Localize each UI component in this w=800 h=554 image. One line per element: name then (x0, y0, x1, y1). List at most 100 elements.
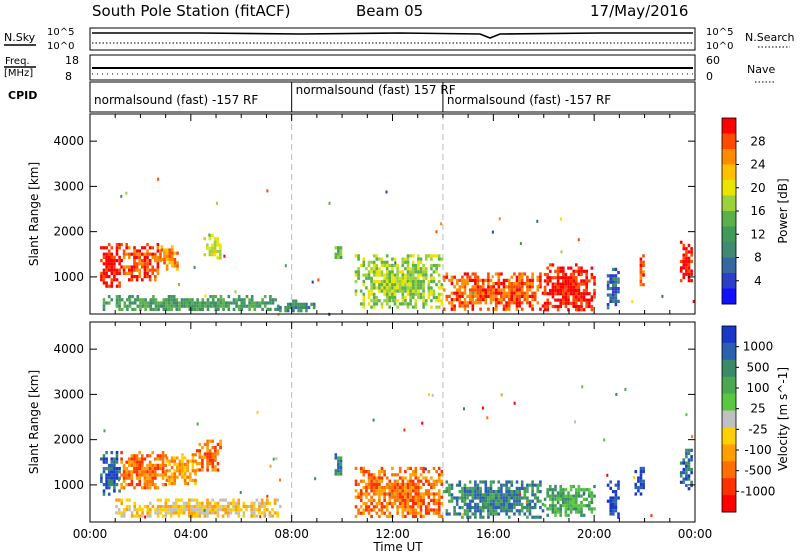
echo-cell (393, 263, 397, 268)
echo-cell (224, 304, 228, 308)
echo-cell (242, 511, 246, 515)
echo-cell (533, 291, 537, 295)
echo-cell (437, 479, 441, 483)
echo-cell (148, 278, 152, 282)
echo-cell (172, 295, 176, 299)
echo-cell (513, 285, 516, 289)
echo-cell (468, 499, 472, 503)
echo-cell (189, 475, 192, 479)
echo-cell (196, 301, 199, 305)
echo-cell (515, 288, 519, 292)
colorbar-swatch (722, 242, 736, 258)
echo-cell (484, 493, 488, 497)
echo-cell (168, 248, 171, 252)
echo-cell (487, 282, 490, 286)
echo-cell (497, 490, 501, 494)
echo-cell (156, 268, 160, 272)
nave-tick-low: 0 (706, 70, 713, 83)
echo-cell (401, 257, 405, 261)
echo-cell (448, 490, 451, 494)
echo-cell (102, 483, 106, 487)
echo-cell (505, 285, 508, 289)
echo-cell (201, 455, 204, 459)
echo-cell (396, 495, 399, 499)
echo-cell (505, 291, 508, 295)
echo-cell (213, 243, 217, 247)
echo-cell (567, 494, 570, 498)
echo-cell (193, 508, 196, 512)
echo-cell (113, 486, 116, 490)
echo-cell (182, 504, 186, 509)
echo-cell (146, 483, 149, 487)
echo-cell (404, 505, 407, 509)
echo-cell (258, 301, 262, 305)
echo-cell (559, 266, 562, 270)
echo-cell (474, 506, 477, 510)
echo-cell (378, 495, 381, 499)
echo-cell (105, 262, 108, 266)
echo-cell (135, 265, 139, 269)
echo-cell (162, 307, 166, 311)
echo-cell (409, 479, 412, 483)
echo-cell (354, 479, 358, 483)
echo-cell (245, 508, 248, 512)
echo-cell (531, 307, 534, 311)
echo-cell (385, 486, 389, 490)
colorbar-tick-label: 500 (747, 360, 770, 374)
echo-cell (614, 490, 618, 494)
echo-point (691, 435, 694, 439)
echo-cell (687, 263, 691, 267)
echo-cell (123, 301, 127, 305)
echo-cell (687, 467, 691, 472)
echo-cell (515, 493, 519, 497)
echo-cell (110, 262, 114, 266)
echo-point (486, 416, 489, 420)
echo-cell (424, 276, 428, 280)
echo-point (428, 393, 430, 397)
echo-cell (572, 497, 575, 501)
echo-cell (531, 515, 534, 519)
echo-cell (219, 243, 222, 247)
echo-cell (612, 299, 615, 303)
echo-cell (391, 273, 394, 277)
echo-cell (240, 304, 244, 308)
echo-cell (590, 510, 594, 514)
echo-cell (546, 507, 549, 511)
echo-cell (401, 276, 405, 280)
echo-point (279, 478, 282, 482)
echo-cell (375, 482, 379, 486)
echo-cell (115, 295, 119, 299)
echo-cell (577, 285, 581, 289)
echo-cell (156, 498, 160, 502)
echo-cell (209, 301, 212, 305)
echo-cell (556, 272, 560, 277)
echo-cell (201, 501, 204, 505)
echo-cell (385, 492, 389, 496)
echo-cell (606, 483, 610, 487)
echo-cell (337, 472, 340, 476)
echo-cell (502, 483, 506, 487)
echo-cell (398, 502, 402, 506)
echo-cell (164, 514, 168, 518)
echo-cell (339, 472, 343, 476)
echo-cell (582, 288, 586, 293)
echo-cell (146, 255, 149, 259)
echo-cell (430, 276, 433, 280)
echo-cell (133, 470, 136, 474)
echo-cell (170, 466, 174, 470)
echo-cell (411, 295, 415, 300)
echo-cell (569, 497, 573, 501)
echo-cell (201, 508, 204, 512)
echo-cell (396, 508, 399, 512)
echo-cell (401, 505, 405, 509)
echo-cell (183, 482, 187, 486)
echo-cell (520, 291, 524, 295)
echo-cell (419, 505, 423, 509)
echo-cell (138, 467, 141, 471)
echo-cell (461, 291, 464, 295)
echo-cell (107, 476, 111, 480)
echo-cell (367, 470, 371, 474)
echo-cell (208, 449, 212, 453)
echo-cell (458, 490, 462, 494)
echo-cell (385, 254, 389, 258)
